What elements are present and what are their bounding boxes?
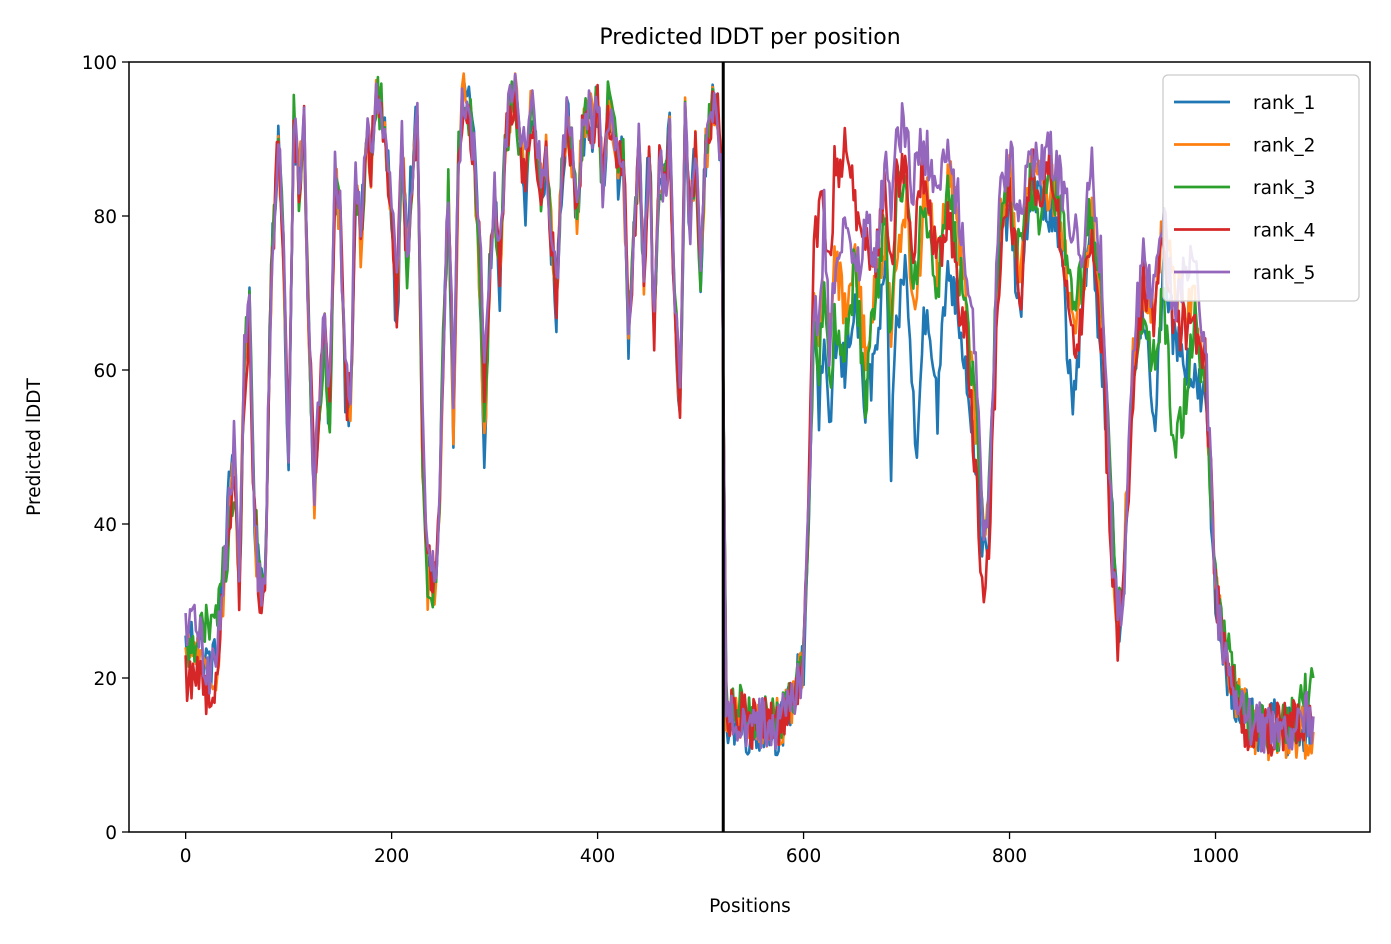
- x-tick-label: 400: [580, 846, 615, 867]
- y-axis-label: Predicted lDDT: [24, 377, 45, 515]
- series-line-rank-5: [184, 72, 1315, 754]
- y-tick-label: 40: [93, 515, 117, 536]
- x-tick-label: 200: [374, 846, 409, 867]
- series-lines: [184, 72, 1315, 762]
- legend-label-rank-1: rank_1: [1253, 93, 1315, 114]
- legend: rank_1 rank_2 rank_3 rank_4 rank_5: [1162, 74, 1360, 302]
- legend-label-rank-5: rank_5: [1253, 263, 1315, 284]
- axis-ticks: 0 200 400 600 800 1000 0 20 40 60 80 100: [82, 53, 1239, 867]
- x-tick-label: 600: [786, 846, 821, 867]
- y-tick-label: 0: [105, 823, 117, 844]
- x-tick-label: 0: [180, 846, 192, 867]
- x-axis-label: Positions: [709, 896, 791, 917]
- legend-label-rank-4: rank_4: [1253, 221, 1315, 242]
- y-tick-label: 100: [82, 53, 117, 74]
- x-tick-label: 1000: [1192, 846, 1239, 867]
- x-tick-label: 800: [992, 846, 1027, 867]
- y-tick-label: 80: [93, 207, 117, 228]
- y-tick-label: 60: [93, 361, 117, 382]
- chart-title: Predicted lDDT per position: [599, 25, 900, 50]
- legend-box: [1162, 74, 1360, 302]
- y-tick-label: 20: [93, 669, 117, 690]
- legend-label-rank-3: rank_3: [1253, 178, 1315, 199]
- axes-frame: [128, 61, 1371, 833]
- legend-label-rank-2: rank_2: [1253, 136, 1315, 157]
